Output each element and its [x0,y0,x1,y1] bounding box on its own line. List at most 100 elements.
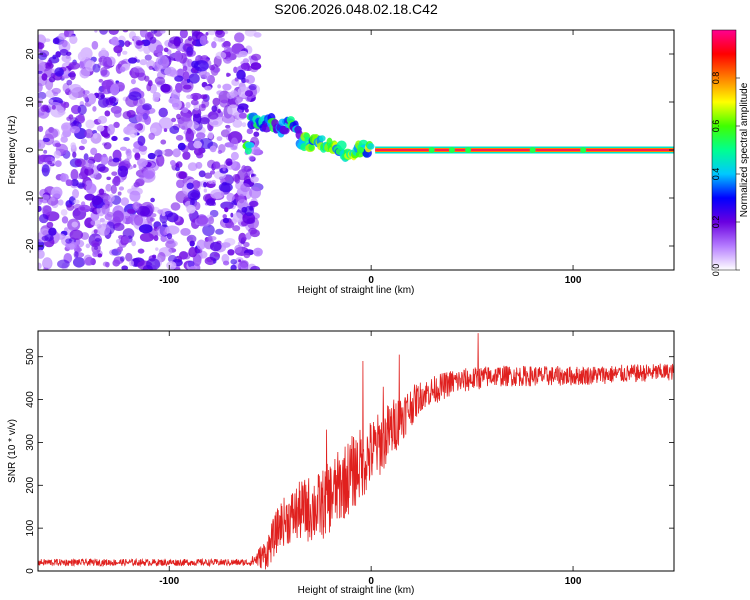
spectrogram-noise-cell [148,132,155,140]
spectrogram-noise-cell [91,242,101,255]
spectrogram-noise-cell [160,83,171,93]
spectrogram-noise-cell [207,30,216,36]
colorbar: 0.0 0.2 0.4 0.6 0.8 Normalized spectral ampl… [711,29,750,276]
spectrogram-noise-cell [87,223,92,228]
spectrogram-noise-cell [61,122,73,133]
spectrogram-noise-cell [187,162,198,172]
spectrogram-noise-cell [234,32,245,43]
spectrogram-noise-cell [218,144,226,153]
spectrogram-noise-cell [59,48,69,56]
colorbar-tick-label: 0.8 [711,72,721,85]
spectrogram-noise-cell [234,77,239,82]
spectrogram-noise-cell [38,70,43,75]
spectrogram-noise-cell [244,205,255,217]
spectrogram-noise-cell [53,91,59,97]
spectrogram-noise-cell [150,127,157,133]
spectrogram-y-tick-label: -20 [25,238,36,253]
spectrogram-signal-cell [308,143,315,152]
spectrogram-noise-cell [250,173,257,178]
spectrogram-noise-cell [158,107,168,118]
spectrogram-noise-cell [128,260,135,267]
spectrogram-noise-cell [226,91,234,99]
spectrogram-noise-cell [203,181,207,188]
spectrogram-noise-cell [127,208,136,214]
spectrogram-noise-cell [157,209,164,215]
spectrogram-noise-cell [70,179,79,187]
spectrogram-noise-cell [55,51,61,58]
spectrogram-noise-cell [54,67,65,77]
spectrogram-noise-cell [226,72,230,78]
spectrogram-noise-cell [84,128,94,139]
spectrogram-noise-cell [51,105,56,110]
spectrogram-noise-cell [193,60,209,72]
spectrogram-noise-cell [163,148,174,157]
spectrogram-noise-cell [209,145,217,153]
spectrogram-noise-cell [166,238,175,245]
spectrogram-y-tick-label: 10 [25,96,36,108]
spectrogram-noise-cell [164,225,180,235]
spectrogram-noise-cell [100,154,109,166]
spectrogram-noise-cell [146,60,156,69]
spectrogram-noise-cell [97,223,111,236]
spectrogram-noise-cell [92,251,98,258]
spectrogram-noise-cell [194,201,201,211]
spectrogram-tone-blob [580,147,587,153]
spectrogram-noise-cell [223,45,231,53]
spectrogram-noise-cell [118,186,125,191]
spectrogram-noise-cell [220,201,234,210]
spectrogram-noise-cell [155,247,159,251]
spectrogram-noise-cell [215,51,227,60]
spectrogram-noise-cell [69,35,78,44]
spectrogram-noise-cell [152,254,157,259]
spectrogram-noise-cell [48,99,54,103]
spectrogram-noise-cell [77,175,82,180]
spectrogram-noise-cell [146,83,152,92]
spectrogram-noise-cell [232,119,243,128]
spectrogram-noise-cell [188,73,200,84]
spectrogram-noise-cell [42,137,50,143]
spectrogram-noise-cell [205,31,209,36]
spectrogram-noise-cell [238,194,245,204]
spectrogram-noise-cell [186,204,196,214]
spectrogram-noise-cell [79,68,91,79]
spectrogram-noise-cell [120,197,130,206]
spectrogram-noise-cell [225,124,231,129]
spectrogram-noise-cell [207,131,214,140]
spectrogram-tone-blob [529,147,536,153]
spectrogram-noise-cell [69,70,76,81]
spectrogram-noise-cell [222,214,227,219]
spectrogram-noise-cell [107,124,115,136]
spectrogram-noise-cell [38,213,49,224]
spectrogram-noise-cell [190,99,199,106]
spectrogram-noise-cell [208,235,217,241]
spectrogram-noise-cell [126,110,136,118]
spectrogram-noise-cell [241,122,247,128]
spectrogram-noise-cell [84,193,96,201]
spectrogram-noise-cell [175,134,184,141]
spectrogram-noise-cell [60,133,65,139]
spectrogram-noise-cell [224,207,229,213]
spectrogram-noise-cell [171,263,175,268]
spectrogram-noise-cell [225,158,233,166]
spectrogram-noise-cell [106,176,111,181]
spectrogram-noise-cell [225,127,232,133]
spectrogram-noise-cell [182,151,191,160]
spectrogram-noise-cell [97,115,108,124]
spectrogram-noise-cell [249,186,262,199]
spectrogram-noise-cell [172,102,180,108]
spectrogram-noise-cell [200,94,208,100]
spectrogram-noise-cell [222,83,232,91]
spectrogram-noise-cell [133,214,144,226]
spectrogram-noise-cell [94,237,101,242]
spectrogram-noise-cell [218,182,233,193]
spectrogram-noise-cell [211,105,218,113]
spectrogram-noise-cell [160,139,167,145]
spectrogram-noise-cell [128,91,142,101]
spectrogram-noise-cell [198,170,206,178]
spectrogram-noise-cell [204,85,212,91]
spectrogram-noise-cell [70,168,79,181]
spectrogram-noise-cell [45,128,59,139]
spectrogram-noise-cell [129,129,138,138]
spectrogram-noise-cell [69,83,82,93]
